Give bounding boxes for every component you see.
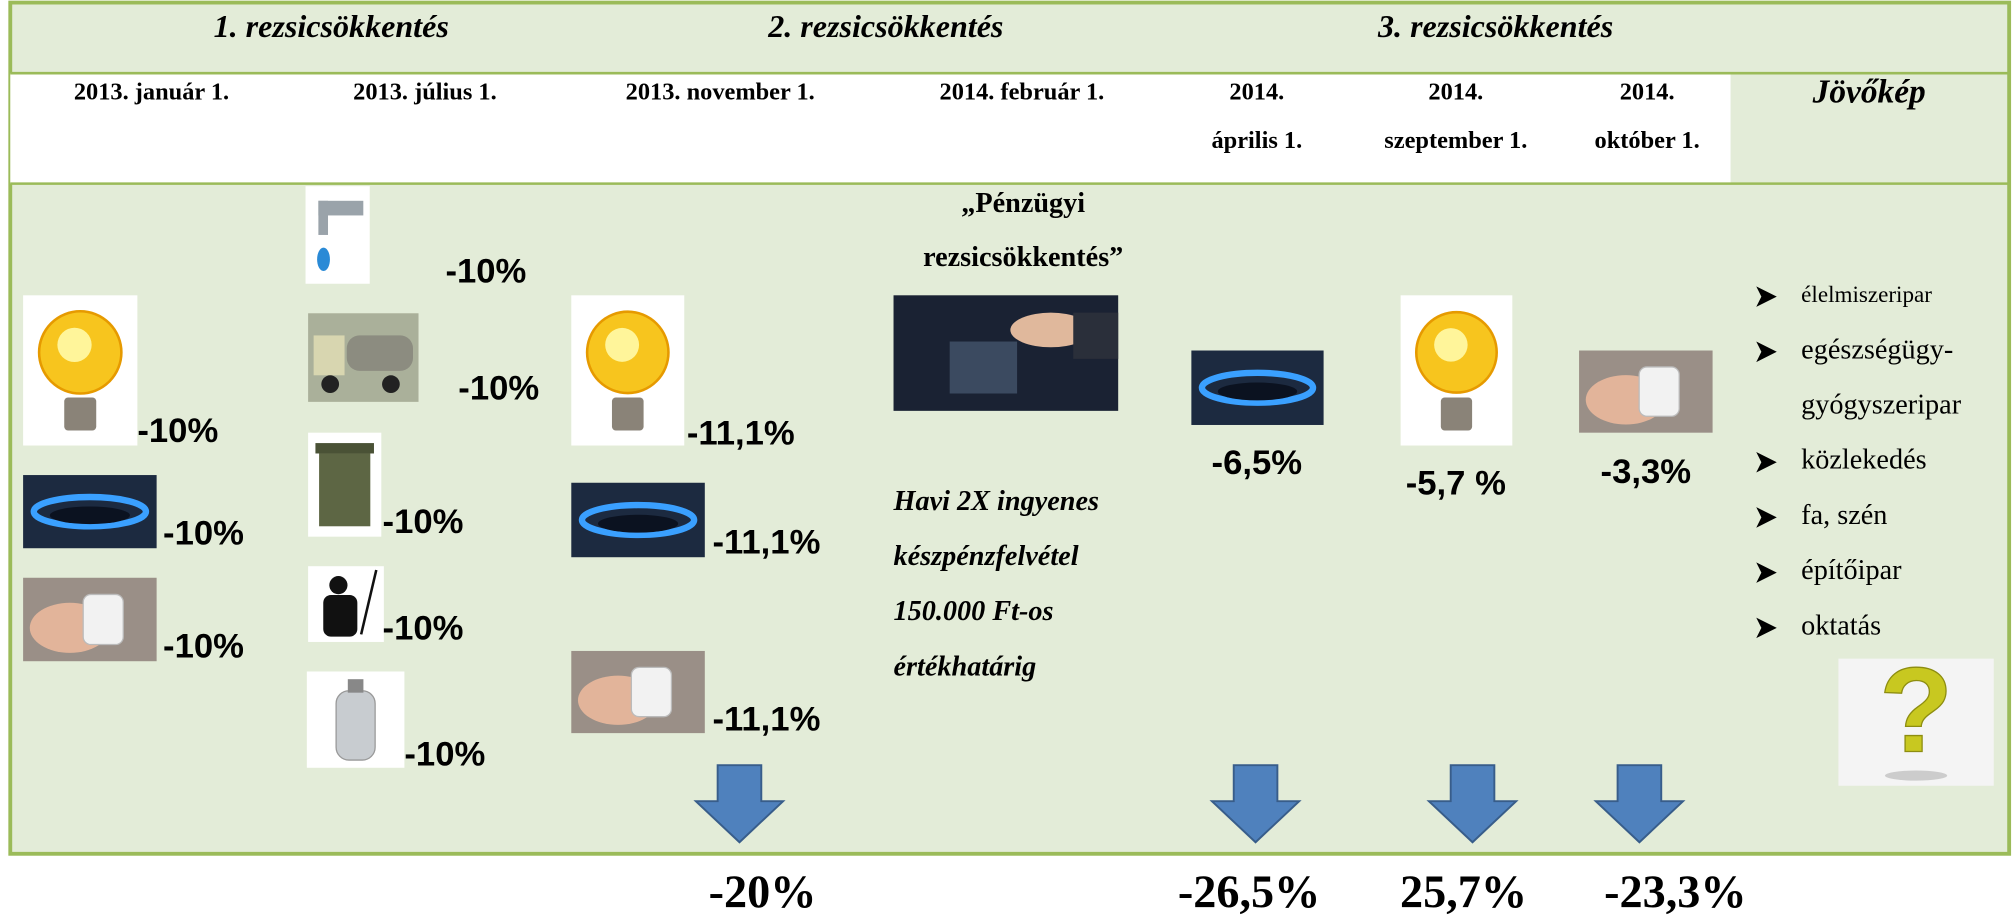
reduction-label: -3,3% [1601, 453, 1692, 491]
valve-knob [1639, 367, 1679, 416]
date-label: szeptember 1. [1384, 127, 1527, 154]
financial-text: 150.000 Ft-os [894, 596, 1054, 627]
sweep-head [329, 576, 347, 594]
reduction-label: -5,7 % [1406, 464, 1506, 502]
valve-knob [83, 594, 123, 644]
tap-spout [318, 201, 328, 235]
phase-title: 1. rezsicsökkentés [214, 8, 449, 44]
bulb-base [1441, 397, 1472, 430]
future-item: gyógyszeripar [1801, 389, 1962, 420]
future-item: oktatás [1801, 610, 1881, 641]
bulb-base [612, 397, 644, 430]
date-label: 2014. [1620, 78, 1675, 105]
drop [317, 248, 330, 271]
future-item: élelmiszeripar [1801, 281, 1932, 307]
wheel [321, 375, 339, 393]
date-label: április 1. [1211, 127, 1302, 154]
date-label: 2013. november 1. [626, 78, 815, 105]
bottle-valve [348, 679, 364, 692]
reduction-label: -10% [445, 253, 526, 291]
bulb-glow [57, 328, 91, 362]
phase-title: 2. rezsicsökkentés [767, 8, 1003, 44]
reduction-label: -10% [404, 735, 485, 773]
infographic: 1. rezsicsökkentés 2. rezsicsökkentés 3. r… [0, 0, 2013, 918]
financial-text: értékhatárig [894, 651, 1037, 682]
bulb-glow [1434, 328, 1468, 362]
reduction-label: -10% [163, 515, 244, 553]
reduction-label: -10% [383, 610, 464, 648]
date-label: 2013. július 1. [353, 78, 497, 105]
wheel [382, 375, 400, 393]
reduction-label: -10% [383, 503, 464, 541]
reduction-label: -11,1% [687, 414, 795, 452]
truck-tank [347, 335, 413, 370]
reduction-label: -6,5% [1212, 444, 1303, 482]
date-label: 2014. [1229, 78, 1284, 105]
phase-title: 3. rezsicsökkentés [1377, 8, 1613, 44]
total-label: -26,5% [1178, 866, 1320, 917]
future-item: közlekedés [1801, 445, 1926, 476]
sleeve [1073, 313, 1118, 359]
date-label: október 1. [1595, 127, 1700, 154]
shadow [1885, 771, 1947, 781]
financial-title: „Pénzügyi [961, 188, 1085, 219]
date-label: 2013. január 1. [74, 78, 229, 105]
reduction-label: -10% [137, 412, 218, 450]
bottle-body [336, 691, 375, 760]
date-label: 2014. [1428, 78, 1483, 105]
question-mark: ? [1879, 643, 1953, 778]
gas-burner [1218, 383, 1297, 401]
bin-body [319, 453, 370, 526]
reduction-label: -10% [163, 628, 244, 666]
gas-burner [598, 515, 678, 533]
future-item: fa, szén [1801, 500, 1887, 531]
valve-knob [631, 667, 671, 716]
gas-burner [50, 507, 130, 525]
total-label: 25,7% [1400, 866, 1527, 917]
future-title: Jövőkép [1812, 74, 1926, 111]
reduction-label: -10% [458, 369, 539, 407]
total-label: -23,3% [1604, 866, 1746, 917]
reduction-label: -11,1% [713, 701, 821, 739]
financial-text: Havi 2X ingyenes [893, 486, 1099, 517]
sweep-body [323, 595, 357, 637]
bulb-base [64, 397, 96, 430]
bulb-glow [605, 328, 639, 362]
financial-title: rezsicsökkentés” [923, 242, 1123, 273]
future-item: építőipar [1801, 555, 1902, 586]
future-item: egészségügy- [1801, 334, 1953, 365]
atm-keys [950, 342, 1017, 394]
reduction-label: -11,1% [713, 524, 821, 562]
financial-text: készpénzfelvétel [894, 541, 1079, 572]
truck-cab [314, 335, 345, 375]
total-label: -20% [709, 866, 817, 917]
date-label: 2014. február 1. [940, 78, 1105, 105]
bin-lid [315, 443, 374, 453]
